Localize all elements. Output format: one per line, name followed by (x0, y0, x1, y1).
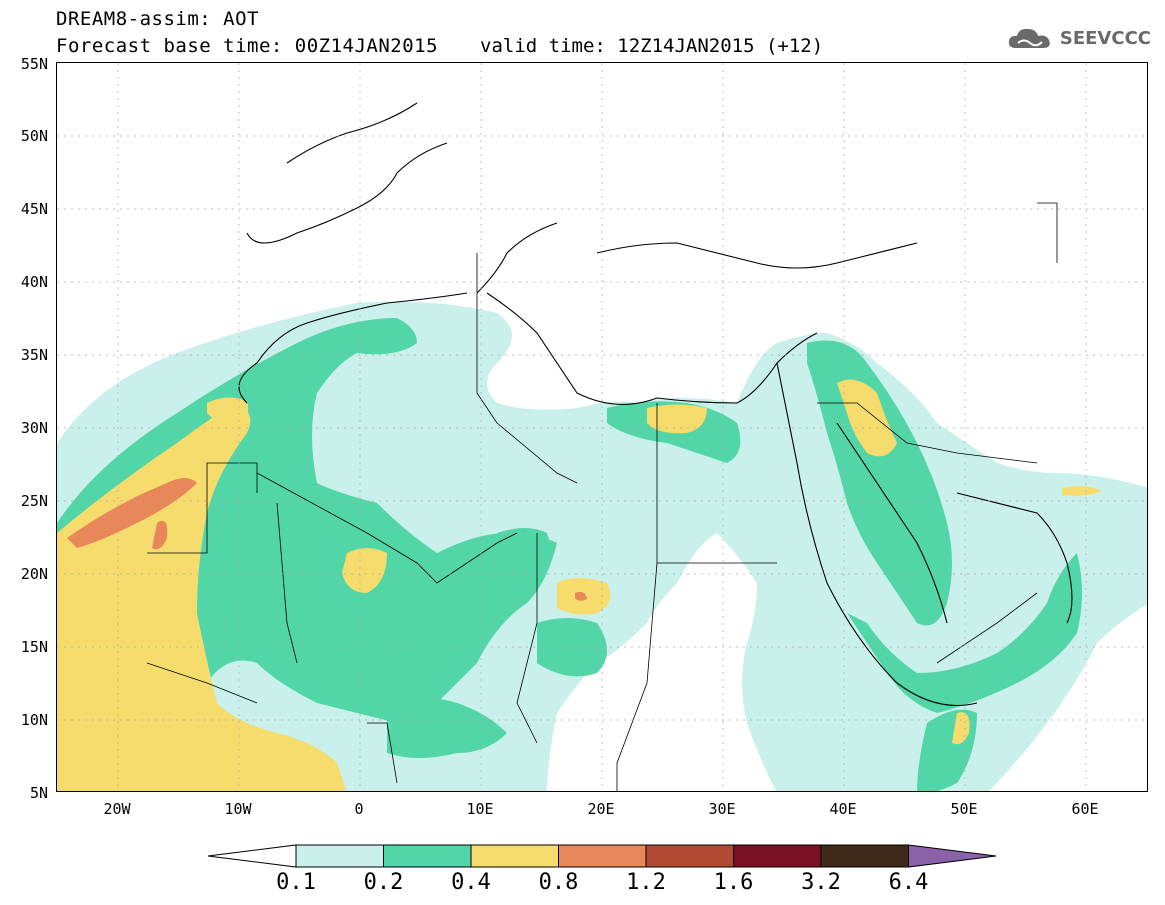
colorbar-label: 0.2 (363, 870, 404, 895)
colorbar-label: 0.1 (276, 870, 316, 895)
lon-label-0: 0 (354, 800, 364, 818)
lat-label-5n: 5N (29, 784, 48, 802)
valid-time: valid time: 12Z14JAN2015 (+12) (480, 35, 824, 57)
political-borders (146, 202, 1058, 791)
colorbar-label: 0.8 (538, 870, 579, 895)
graticule (57, 63, 1147, 791)
colorbar-segment (733, 844, 822, 868)
lon-label-20e: 20E (587, 800, 615, 818)
cloud-logo-icon (1008, 28, 1050, 48)
lat-label-10n: 10N (20, 711, 48, 729)
colorbar-segment (383, 844, 472, 868)
colorbar-segment-above (908, 844, 997, 868)
lat-label-35n: 35N (20, 346, 48, 364)
colorbar-label: 3.2 (801, 870, 841, 895)
coastlines (238, 102, 1073, 706)
lat-label-15n: 15N (20, 638, 48, 656)
colorbar-label: 1.6 (713, 870, 754, 895)
colorbar-segment (820, 844, 909, 868)
lat-label-50n: 50N (20, 127, 48, 145)
colorbar-label: 0.4 (451, 870, 491, 895)
colorbar-segment (470, 844, 559, 868)
colorbar-segment (645, 844, 734, 868)
lat-label-55n: 55N (20, 55, 48, 73)
aot-level-0-8 (67, 478, 587, 601)
lon-label-40e: 40E (829, 800, 857, 818)
colorbar-segment (295, 844, 384, 868)
lat-label-25n: 25N (20, 492, 48, 510)
map-area (56, 62, 1148, 792)
lon-label-30e: 30E (708, 800, 736, 818)
colorbar-segment-below (207, 844, 297, 868)
logo-text: SEEVCCC (1059, 27, 1151, 49)
colorbar-label: 1.2 (626, 870, 666, 895)
lat-label-45n: 45N (20, 200, 48, 218)
aot-level-0-4 (57, 379, 1102, 791)
lon-label-10w: 10W (224, 800, 252, 818)
lat-label-20n: 20N (20, 565, 48, 583)
map-title: DREAM8-assim: AOT (56, 8, 259, 30)
colorbar-segment (558, 844, 647, 868)
lon-label-20w: 20W (103, 800, 131, 818)
colorbar-label: 6.4 (888, 870, 929, 895)
seevccc-logo: SEEVCCC (1006, 24, 1151, 52)
lat-label-30n: 30N (20, 419, 48, 437)
lat-label-40n: 40N (20, 273, 48, 291)
lon-label-50e: 50E (950, 800, 978, 818)
lon-label-60e: 60E (1071, 800, 1099, 818)
aot-map (57, 63, 1147, 791)
forecast-base-time: Forecast base time: 00Z14JAN2015 (56, 35, 439, 57)
lon-label-10e: 10E (466, 800, 494, 818)
